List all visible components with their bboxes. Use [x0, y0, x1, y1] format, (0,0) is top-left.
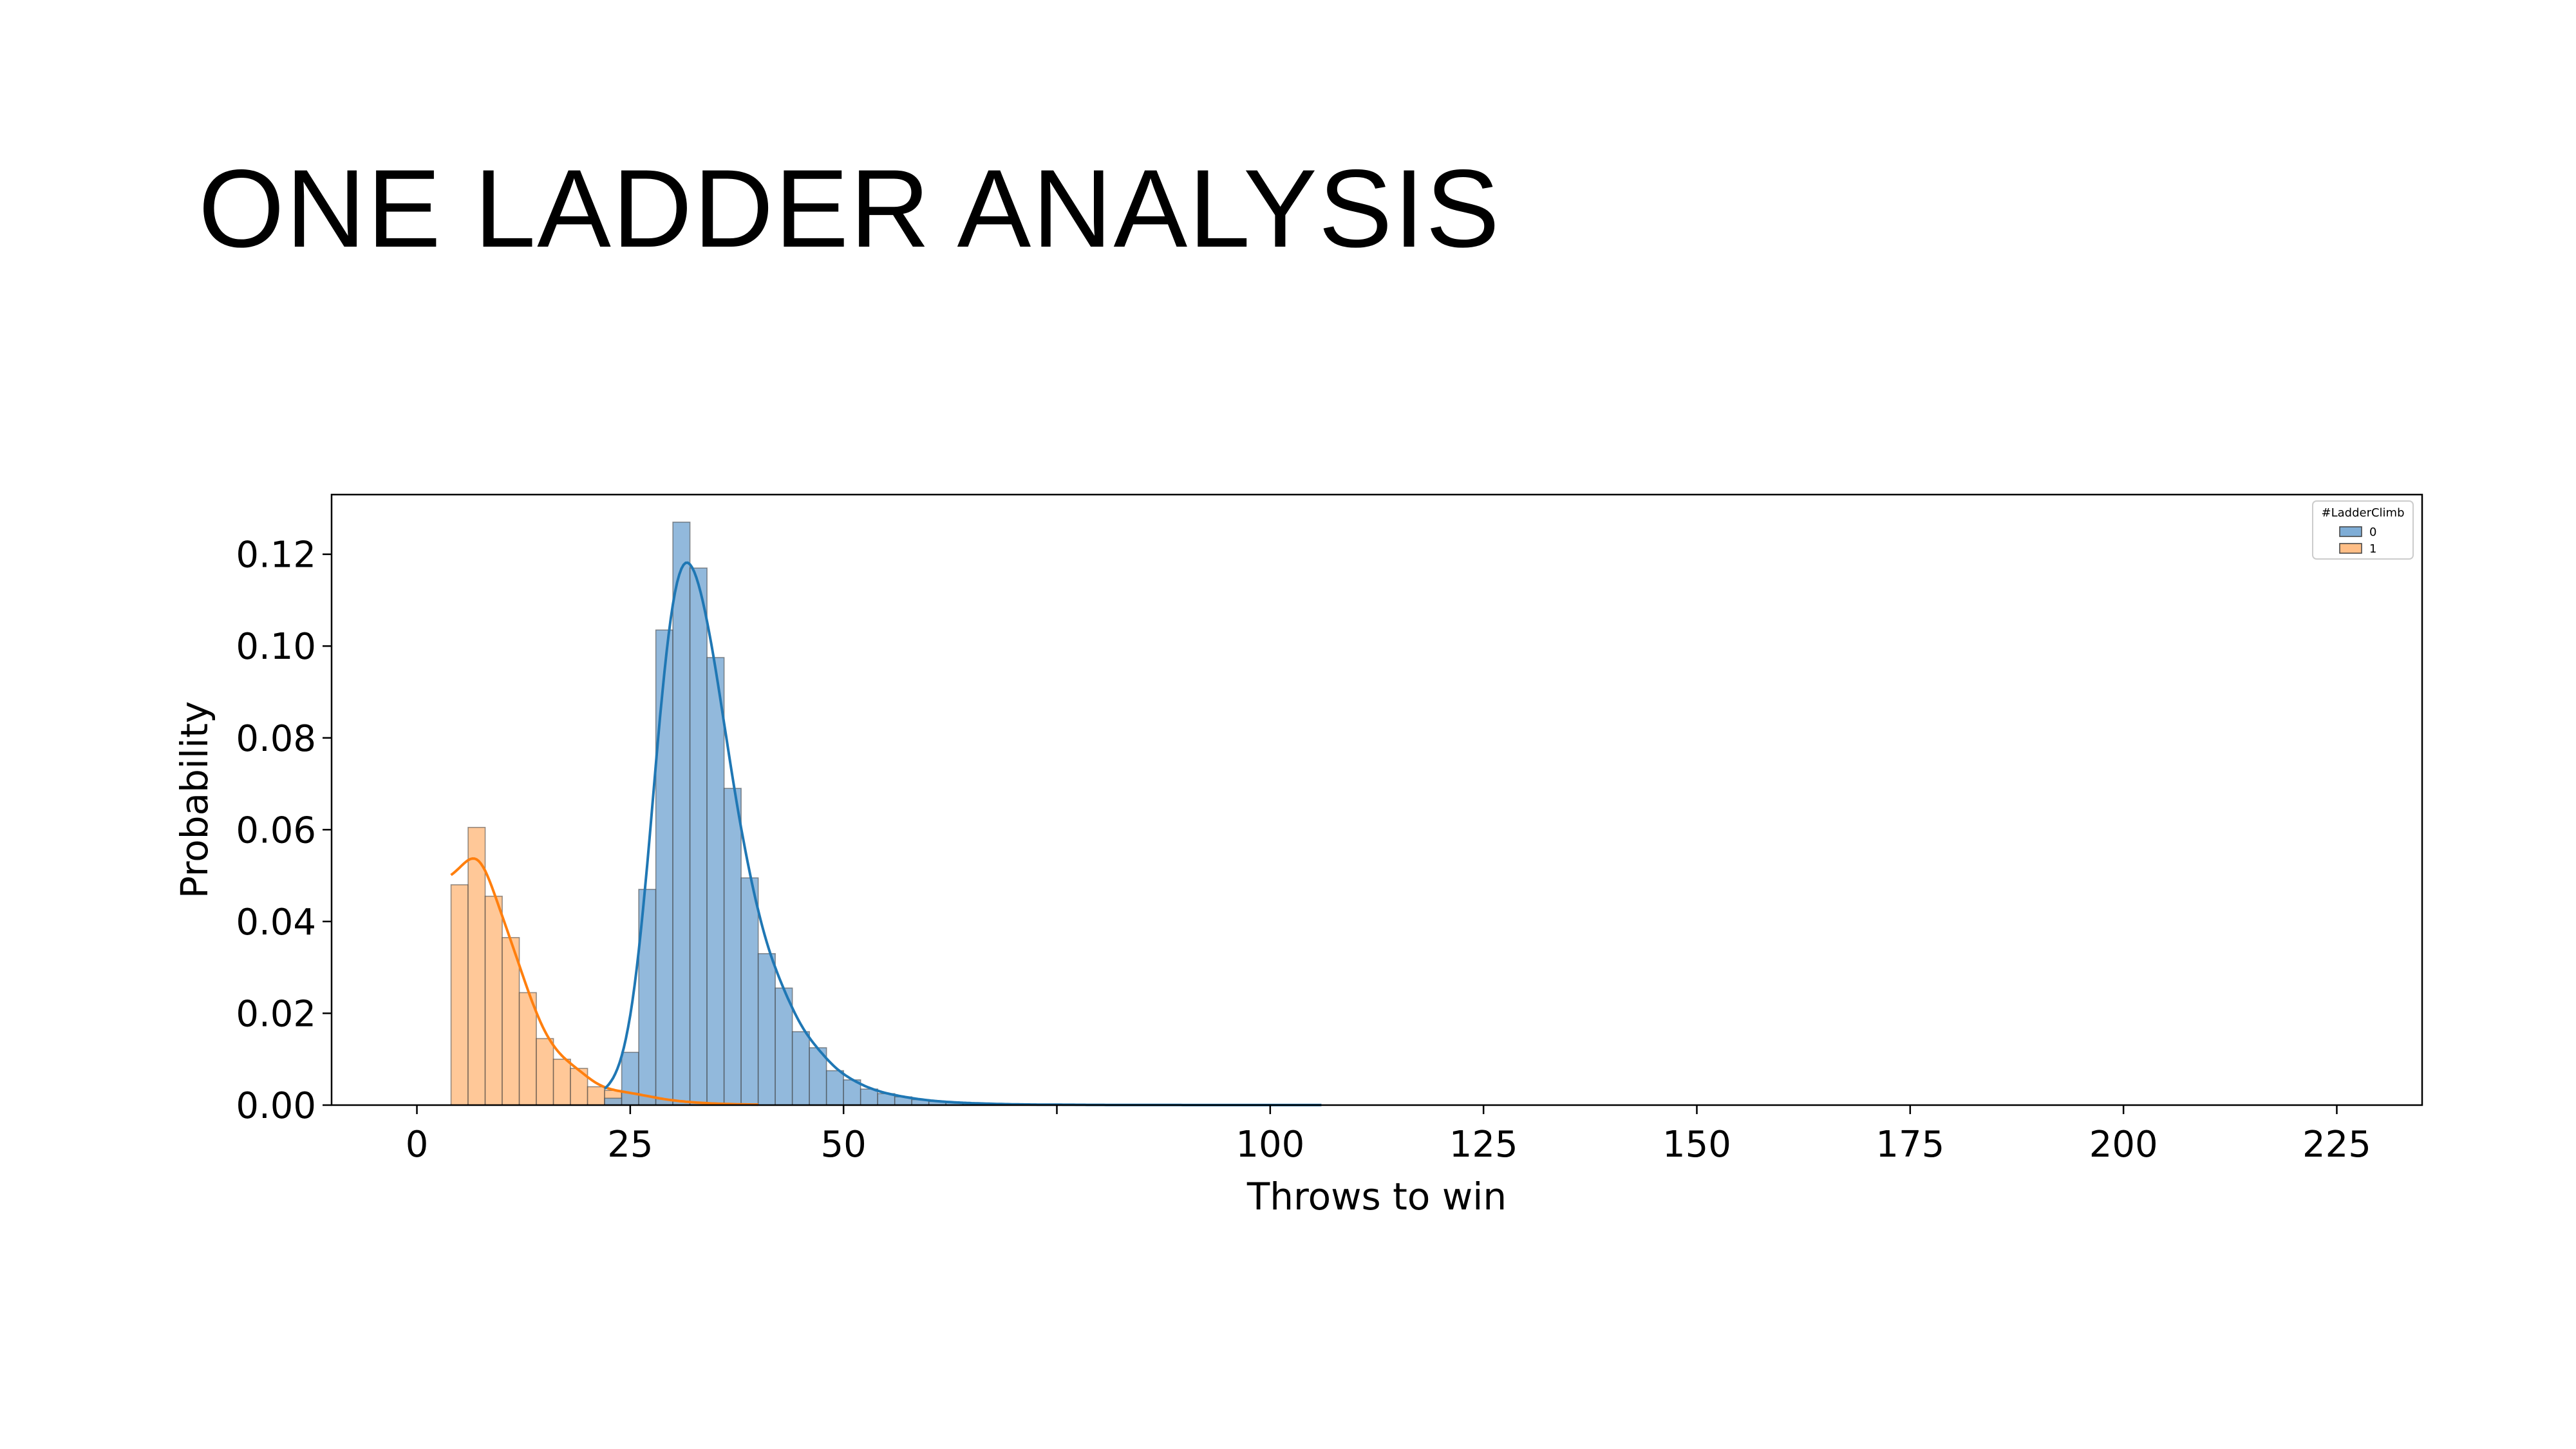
bar-series-0-bin-13 — [825, 1070, 844, 1106]
y-tick-label: 0.08 — [236, 718, 316, 760]
x-axis-label: Throws to win — [1246, 1175, 1507, 1218]
bar-series-1-bin-1 — [467, 826, 486, 1106]
x-tick-label: 25 — [607, 1124, 653, 1166]
x-tick-label: 125 — [1449, 1124, 1518, 1166]
bar-series-0-bin-6 — [706, 657, 725, 1106]
bar-series-0-bin-9 — [757, 952, 776, 1106]
bar-series-0-bin-11 — [791, 1031, 810, 1106]
x-tick-label: 225 — [2302, 1124, 2371, 1166]
bar-series-0-bin-5 — [689, 567, 708, 1106]
legend-items: 01 — [2339, 526, 2376, 556]
bar-series-0-bin-1 — [621, 1052, 639, 1106]
y-tick-label: 0.02 — [236, 993, 316, 1035]
x-tick-label: 0 — [406, 1124, 429, 1166]
bar-series-0-bin-0 — [604, 1097, 623, 1106]
bar-series-1-bin-4 — [518, 992, 537, 1106]
bar-series-1-bin-5 — [536, 1037, 554, 1106]
bar-series-0-bin-15 — [860, 1088, 878, 1106]
legend-swatch-1 — [2339, 543, 2362, 554]
y-axis: 0.00 0.02 0.04 0.06 0.08 0.10 0.12 — [236, 535, 332, 1127]
bar-series-0-bin-4 — [672, 521, 691, 1106]
x-tick-label: 150 — [1662, 1124, 1731, 1166]
bar-series-1-bin-8 — [587, 1086, 605, 1106]
x-tick-label: 100 — [1236, 1124, 1304, 1166]
x-tick-label: 50 — [821, 1124, 867, 1166]
series-1-bars — [450, 826, 759, 1106]
y-axis-label: Probability — [173, 701, 216, 899]
series-0-bars — [604, 521, 1322, 1106]
bar-series-1-bin-2 — [484, 895, 503, 1106]
slide-title: ONE LADDER ANALYSIS — [198, 147, 1501, 270]
x-tick-label: 200 — [2089, 1124, 2158, 1166]
legend-box — [2312, 500, 2414, 560]
bar-series-1-bin-0 — [450, 884, 469, 1106]
y-tick-label: 0.06 — [236, 810, 316, 851]
bar-series-1-bin-6 — [552, 1058, 571, 1106]
bar-series-0-bin-3 — [655, 629, 673, 1106]
y-tick-label: 0.10 — [236, 626, 316, 668]
x-axis: 0 25 50 100 125 150 175 200 225 — [406, 1105, 2371, 1166]
legend-swatch-0 — [2339, 526, 2362, 537]
legend-label-0: 0 — [2369, 526, 2376, 539]
legend: #LadderClimb 01 — [2312, 500, 2414, 560]
y-tick-label: 0.00 — [236, 1085, 316, 1127]
bar-series-1-bin-3 — [502, 937, 520, 1106]
x-tick-label: 175 — [1876, 1124, 1944, 1166]
bar-series-0-bin-10 — [775, 987, 793, 1106]
legend-label-1: 1 — [2369, 542, 2376, 556]
plot-frame — [330, 493, 2423, 1106]
y-tick-label: 0.12 — [236, 535, 316, 576]
bar-series-0-bin-8 — [740, 877, 759, 1106]
legend-title: #LadderClimb — [2322, 506, 2405, 520]
bar-series-0-bin-7 — [723, 788, 742, 1106]
y-tick-label: 0.04 — [236, 902, 316, 943]
